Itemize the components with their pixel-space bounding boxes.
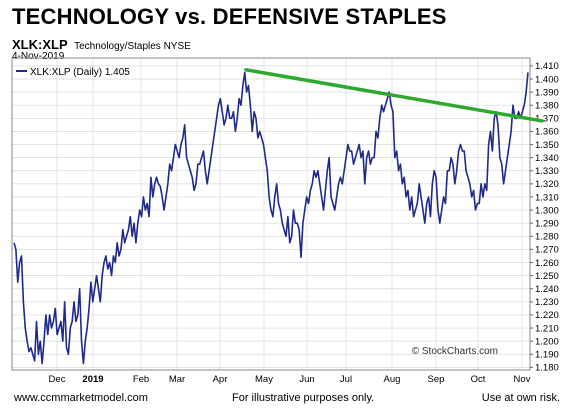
ticker-symbol: XLK:XLP bbox=[12, 37, 68, 52]
y-tick-label: 1.240 bbox=[535, 284, 559, 295]
y-tick-label: 1.300 bbox=[535, 205, 559, 216]
legend-label: XLK:XLP (Daily) 1.405 bbox=[30, 67, 130, 78]
chart-headline: TECHNOLOGY vs. DEFENSIVE STAPLES bbox=[12, 4, 447, 29]
y-axis: 1.180 1.190 1.200 1.210 1.220 1.230 1.240 1.250… bbox=[530, 61, 559, 374]
x-tick-label: Aug bbox=[384, 374, 401, 385]
x-tick-label: 2019 bbox=[82, 374, 103, 385]
price-series-line bbox=[13, 71, 529, 365]
y-tick-label: 1.360 bbox=[535, 127, 559, 138]
x-tick-label: Mar bbox=[169, 374, 185, 385]
y-tick-label: 1.180 bbox=[535, 363, 559, 374]
footer-risk-note: Use at own risk. bbox=[481, 392, 560, 404]
ticker-description: Technology/Staples NYSE bbox=[74, 41, 191, 52]
x-tick-label: Oct bbox=[471, 374, 486, 385]
y-tick-label: 1.220 bbox=[535, 310, 559, 321]
y-tick-label: 1.290 bbox=[535, 218, 559, 229]
y-tick-label: 1.330 bbox=[535, 166, 559, 177]
y-tick-label: 1.370 bbox=[535, 114, 559, 125]
y-tick-label: 1.200 bbox=[535, 336, 559, 347]
x-tick-label: Apr bbox=[213, 374, 228, 385]
x-tick-label: Dec bbox=[49, 374, 66, 385]
resistance-trendline bbox=[244, 68, 544, 123]
legend: XLK:XLP (Daily) 1.405 bbox=[16, 67, 130, 78]
y-tick-label: 1.250 bbox=[535, 271, 559, 282]
y-tick-label: 1.410 bbox=[535, 61, 559, 72]
price-chart: 1.180 1.190 1.200 1.210 1.220 1.230 1.240 1.250… bbox=[11, 57, 559, 385]
x-tick-label: Sep bbox=[428, 374, 445, 385]
x-tick-label: Nov bbox=[514, 374, 531, 385]
y-tick-label: 1.400 bbox=[535, 74, 559, 85]
y-tick-label: 1.380 bbox=[535, 100, 559, 111]
y-tick-label: 1.390 bbox=[535, 87, 559, 98]
y-tick-label: 1.190 bbox=[535, 350, 559, 361]
footer-disclaimer: For illustrative purposes only. bbox=[232, 392, 375, 404]
y-tick-label: 1.280 bbox=[535, 232, 559, 243]
y-tick-label: 1.320 bbox=[535, 179, 559, 190]
grid-layer bbox=[12, 58, 530, 370]
y-tick-label: 1.350 bbox=[535, 140, 559, 151]
footer-website: www.ccmmarketmodel.com bbox=[14, 392, 148, 404]
plot-frame bbox=[11, 57, 531, 371]
y-tick-label: 1.340 bbox=[535, 153, 559, 164]
chart-date: 4-Nov-2019 bbox=[12, 51, 65, 62]
watermark: © StockCharts.com bbox=[412, 346, 498, 357]
x-tick-label: Jun bbox=[299, 374, 314, 385]
y-tick-label: 1.260 bbox=[535, 258, 559, 269]
x-tick-label: Feb bbox=[133, 374, 149, 385]
x-tick-label: Jul bbox=[340, 374, 352, 385]
y-tick-label: 1.210 bbox=[535, 323, 559, 334]
y-tick-label: 1.230 bbox=[535, 297, 559, 308]
x-tick-label: May bbox=[255, 374, 273, 385]
y-tick-label: 1.310 bbox=[535, 192, 559, 203]
x-axis: Dec 2019 Feb Mar Apr May Jun Jul Aug Sep Oct Nov bbox=[49, 374, 531, 385]
symbol-line: XLK:XLP Technology/Staples NYSE bbox=[12, 36, 191, 54]
y-tick-label: 1.270 bbox=[535, 245, 559, 256]
